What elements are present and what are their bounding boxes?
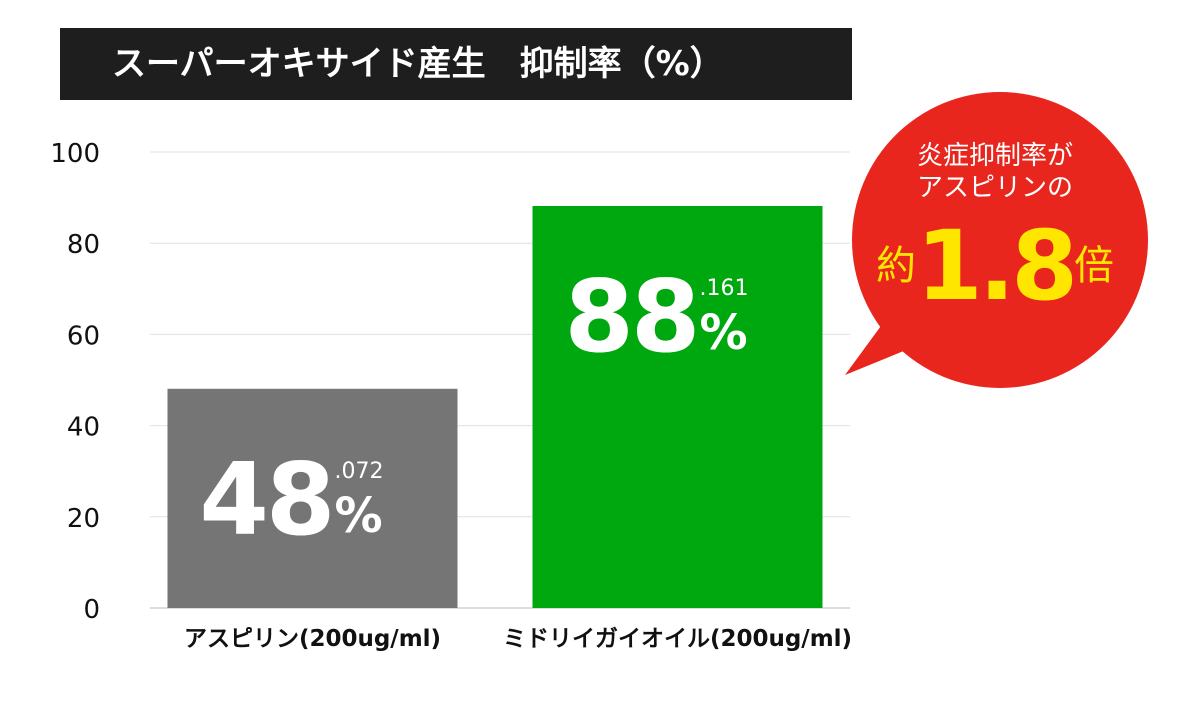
bar [532,205,823,608]
callout-bubble [852,92,1148,388]
y-tick-label: 20 [67,504,100,534]
bar-value-decimal: .161 [700,276,749,301]
callout-prefix: 約 [875,243,916,289]
x-tick-label: ミドリイガイオイル(200ug/ml) [503,626,852,652]
bar-value-unit: % [700,305,748,361]
bar-value-decimal: .072 [335,459,384,484]
bar [167,388,458,608]
chart-title: スーパーオキサイド産生 抑制率（%） [60,28,852,100]
y-tick-label: 40 [67,413,100,443]
callout-highlight: 約1.8倍 [860,210,1130,322]
callout-line2: アスピリンの [916,173,1073,203]
y-tick-label: 80 [67,230,100,260]
bar-value-label: 88 [564,258,697,375]
bar-value-label: 48 [199,441,332,558]
y-tick-label: 0 [83,595,100,625]
x-tick-label: アスピリン(200ug/ml) [184,626,441,652]
callout-number: 1.8 [915,210,1078,322]
callout-suffix: 倍 [1074,243,1115,289]
bar-value-unit: % [335,488,383,544]
y-tick-label: 100 [50,139,100,169]
callout-line1: 炎症抑制率が [916,141,1073,171]
y-tick-label: 60 [67,321,100,351]
callout-text: 炎症抑制率が アスピリンの [870,140,1120,204]
